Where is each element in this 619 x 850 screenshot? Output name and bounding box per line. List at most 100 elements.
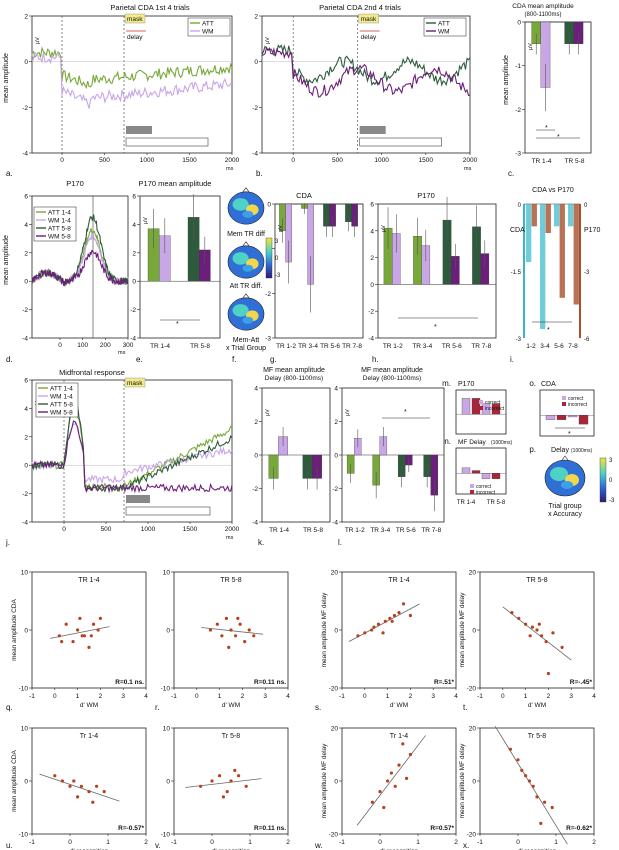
y-tick-label: 0	[334, 453, 338, 460]
panel-letter: x.	[463, 841, 469, 850]
data-point	[64, 622, 68, 626]
legend-label: WM	[202, 29, 214, 36]
y-tick-label: 0	[472, 779, 476, 786]
data-point	[72, 779, 76, 783]
panel-letter: r.	[155, 703, 159, 712]
data-point	[389, 771, 393, 775]
data-point	[221, 795, 225, 799]
panel-title: Midfrontal response	[59, 368, 125, 377]
data-point	[208, 628, 213, 632]
data-point	[376, 622, 381, 626]
plot-area-q	[31, 571, 147, 689]
x-tick-label: 1500	[182, 157, 197, 164]
data-point	[393, 784, 397, 788]
mask-label: mask	[127, 380, 143, 387]
data-point	[372, 625, 376, 629]
category-label: TR 5-8	[303, 527, 323, 534]
mask-label: mask	[127, 16, 143, 23]
panel-title: Parietal CDA 2nd 4 trials	[319, 3, 401, 12]
topo-blob	[242, 264, 254, 272]
x-tick-label: 3	[431, 693, 435, 700]
panel-letter: i.	[510, 355, 514, 364]
data-point	[76, 628, 80, 632]
category-label: TR 5-6	[442, 343, 462, 350]
y-tick-label: -2	[130, 307, 136, 314]
y-tick-label: -20	[329, 686, 339, 693]
x-tick-label: -1	[171, 693, 177, 700]
y-tick-label: -4	[332, 520, 338, 527]
bar	[491, 473, 501, 479]
data-point	[382, 805, 386, 810]
topo-blob	[232, 304, 249, 317]
bar	[578, 415, 589, 425]
bar	[567, 415, 578, 418]
panel-title: Parietal CDA 1st 4 trials	[110, 3, 189, 12]
panel-letter: f.	[232, 355, 236, 364]
y-axis-label: mean amplitude MF delay	[321, 592, 328, 668]
x-tick-label: 0	[68, 839, 72, 846]
data-point	[560, 645, 564, 650]
y-unit: μV	[345, 409, 351, 416]
y-tick-label: 20	[331, 570, 339, 577]
nose-mark	[561, 455, 569, 461]
legend-swatch	[562, 396, 566, 400]
x-tick-label: 4	[454, 693, 458, 700]
panel-title: TR 1-4	[78, 577, 100, 584]
p170-tick-label: -6	[584, 337, 590, 343]
panel-letter: g.	[270, 355, 277, 364]
correlation-label: R=0.11 ns.	[254, 825, 286, 832]
x-tick-label: 2	[99, 693, 103, 700]
panel-letter: d.	[6, 355, 13, 364]
data-point	[225, 790, 229, 794]
y-axis-label: mean amplitude	[3, 235, 10, 285]
nose-mark	[242, 241, 250, 246]
y-tick-label: 6	[370, 202, 374, 209]
data-point	[210, 779, 214, 783]
x-tick-label: 3	[569, 693, 573, 700]
x-tick-label: 3	[263, 693, 267, 700]
p170-tick-label: 0	[584, 203, 588, 209]
erp-trace	[31, 420, 233, 494]
panel-letter: s.	[315, 703, 321, 712]
data-point	[551, 631, 555, 635]
data-point	[53, 774, 57, 778]
panel-letter: e.	[136, 355, 143, 364]
y-axis-label: mean amplitude	[503, 55, 510, 105]
y-unit: μV	[265, 37, 271, 44]
y-tick-label: 6	[132, 194, 136, 201]
data-point	[537, 622, 541, 626]
data-point	[91, 800, 95, 804]
bar	[461, 398, 471, 415]
erp-trace	[261, 46, 471, 98]
y-unit: μV	[278, 225, 284, 232]
x-axis-label: d' recognition	[70, 848, 109, 850]
data-point	[401, 742, 405, 746]
y-tick-label: -4	[22, 151, 28, 158]
bar	[491, 403, 501, 415]
data-point	[82, 634, 87, 638]
plot-area-d	[31, 195, 129, 339]
panel-letter: k.	[258, 538, 264, 547]
panel-title: CDA vs P170	[532, 187, 574, 194]
x-tick-label: 2	[592, 839, 596, 846]
sig-star: *	[404, 409, 407, 416]
legend-label: correct	[476, 484, 492, 490]
y-tick-label: 0	[24, 463, 28, 470]
correlation-label: R=0.57*	[430, 825, 454, 832]
data-point	[524, 622, 528, 626]
y-tick-label: 0	[370, 282, 374, 289]
topomap-mem-att	[227, 293, 265, 331]
plot-area-n	[455, 447, 507, 495]
erp-trace	[31, 399, 233, 493]
panel-letter: j.	[5, 538, 10, 547]
legend-label: correct	[485, 400, 501, 406]
x-tick-label: 4	[144, 693, 148, 700]
topomap-label: Trial group	[548, 503, 581, 510]
x-tick-label: 2	[241, 693, 245, 700]
category-label: 7-8	[568, 343, 578, 350]
data-point	[539, 821, 543, 826]
data-point	[76, 795, 80, 799]
topo-blob	[242, 316, 254, 324]
panel-title: Tr 5-8	[222, 733, 241, 740]
